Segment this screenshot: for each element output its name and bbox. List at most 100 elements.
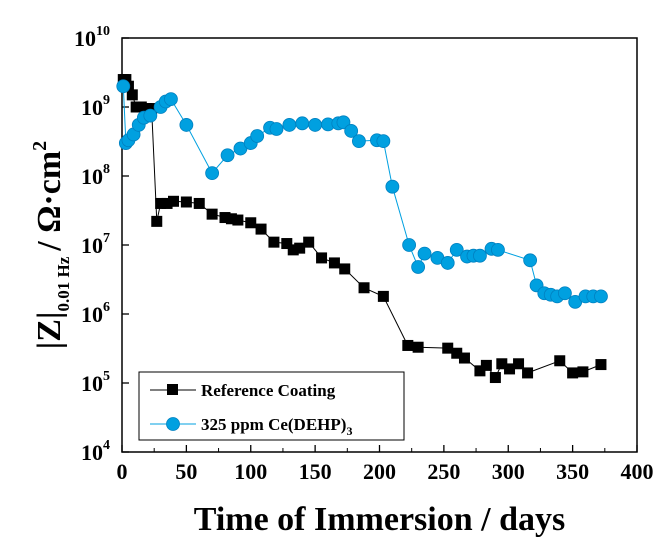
data-point [402,238,417,252]
y-tick-exponent: 5 [103,369,110,384]
data-point [164,92,178,107]
x-tick-label: 300 [492,459,525,484]
y-tick-base: 10 [81,95,103,120]
data-point [412,341,424,353]
y-axis-title-sub: 0.01 Hz [54,256,73,311]
data-point [336,115,351,130]
legend: Reference Coating 325 ppm Ce(DEHP)3 [138,371,405,441]
legend-box [138,371,405,441]
data-point [205,166,220,181]
data-point [376,134,391,149]
y-tick-label: 107 [81,231,110,258]
data-point [155,197,167,209]
x-tick-label: 150 [299,459,332,484]
data-point [225,213,237,225]
y-tick-base: 10 [74,26,96,51]
legend-label-ce-sub: 3 [346,424,352,438]
data-point [351,134,366,149]
y-tick-exponent: 9 [103,93,110,108]
data-point [385,179,400,194]
data-point [220,148,235,163]
data-point [295,116,310,131]
y-tick-exponent: 8 [103,162,110,177]
x-tick-label: 100 [234,459,267,484]
y-tick-exponent: 7 [103,231,110,246]
data-point [411,260,426,274]
data-point [339,263,351,275]
data-point [245,217,257,229]
legend-label-reference: Reference Coating [201,381,336,400]
y-tick-label: 1010 [74,24,110,51]
data-point [250,129,265,143]
data-point [491,242,505,257]
data-point [567,367,579,379]
data-point [193,197,205,209]
data-point [126,89,138,101]
data-point [522,367,534,379]
data-point [232,214,244,226]
data-point [474,365,486,377]
legend-marker-reference [167,384,178,395]
data-point [473,248,487,263]
legend-label-ce: 325 ppm Ce(DEHP)3 [201,415,352,438]
series-ce-dehp [116,79,608,309]
data-point [523,253,538,268]
data-point [143,108,158,123]
y-tick-label: 106 [81,300,110,327]
data-point [303,236,315,248]
data-point [180,196,192,208]
data-point [206,208,218,220]
data-point [451,347,463,359]
y-tick-base: 10 [81,233,103,258]
series-layer [116,74,608,384]
data-point [417,246,432,261]
data-point [168,195,179,207]
y-tick-base: 10 [81,302,103,327]
data-point [504,363,516,375]
data-point [513,358,525,370]
data-point [161,197,173,209]
data-point [595,359,607,371]
x-tick-label: 250 [427,459,460,484]
data-point [577,366,589,378]
y-axis-title: |Z|0.01 Hz / Ω·cm2 [29,141,73,349]
data-point [377,290,389,302]
y-tick-label: 104 [81,438,110,465]
series-reference-coating [117,74,607,384]
data-point [344,124,359,138]
data-point [358,282,370,294]
x-tick-label: 0 [117,459,128,484]
y-tick-base: 10 [81,164,103,189]
data-point [179,118,194,132]
data-point [282,118,297,132]
data-point [308,118,323,132]
data-point [120,74,132,86]
data-point [402,339,414,351]
y-tick-label: 108 [81,162,110,189]
data-point [268,236,280,248]
y-axis-title-main: |Z| [31,312,68,350]
y-tick-exponent: 6 [103,300,110,315]
data-point [449,242,464,257]
data-point [269,122,284,136]
data-point [480,359,492,371]
x-tick-label: 350 [556,459,589,484]
data-point [489,372,501,384]
data-point [255,223,267,235]
data-point [328,257,340,269]
data-point [151,215,163,227]
y-tick-label: 109 [81,93,110,120]
data-point [294,242,306,254]
y-tick-label: 105 [81,369,110,396]
data-point [440,256,455,270]
x-tick-label: 400 [621,459,654,484]
x-axis: 0 50 100 150 200 250 300 350 400 [117,445,654,484]
data-point [496,358,508,370]
data-point [219,212,231,224]
data-point [281,238,293,250]
y-tick-base: 10 [81,440,103,465]
data-point [116,79,131,94]
